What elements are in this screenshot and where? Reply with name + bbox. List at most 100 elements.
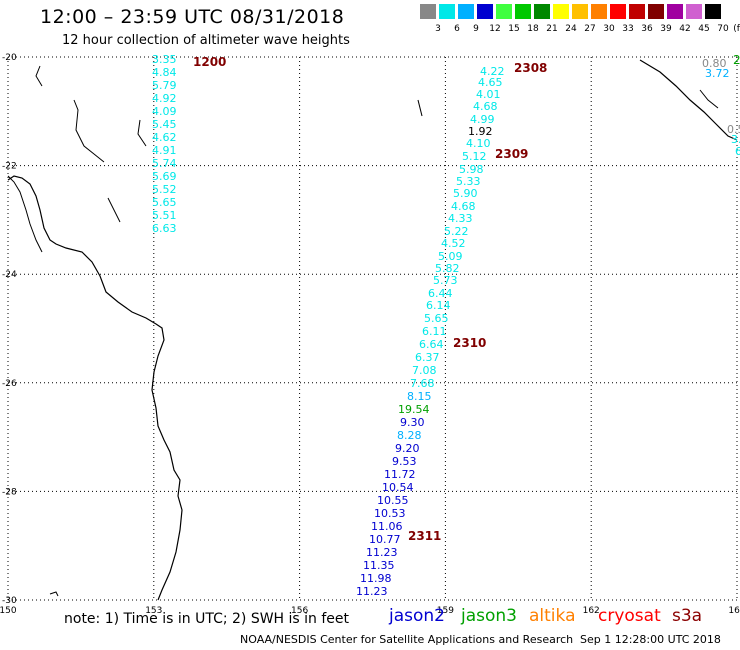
coastline	[137, 119, 147, 147]
lat-tick-label: -20	[2, 53, 17, 63]
satellite-jason3: jason3	[461, 606, 517, 626]
satellite-cryosat: cryosat	[598, 606, 661, 626]
island-outline	[417, 99, 423, 117]
legend-label: 6	[454, 24, 460, 34]
legend-swatch	[705, 4, 721, 19]
timestamp-text: Sep 1 12:28:00 UTC 2018	[580, 633, 721, 646]
wave-height-label: 5.74	[152, 157, 177, 170]
legend-label: 70	[717, 24, 729, 34]
wave-height-label: 0.5	[727, 123, 740, 136]
legend-label: 18	[527, 24, 539, 34]
wave-height-label: 4.92	[152, 92, 177, 105]
wave-height-label: 5.12	[462, 150, 487, 163]
wave-height-label: 5.65	[152, 196, 177, 209]
lat-tick-label: -22	[2, 162, 17, 172]
wave-height-label: 11.72	[384, 468, 416, 481]
wave-height-label: 3.72	[705, 67, 730, 80]
wave-height-label: 6	[735, 145, 740, 158]
lon-tick-label: 159	[437, 606, 454, 616]
wave-height-label: 3.	[731, 133, 740, 146]
legend-label: 3	[435, 24, 441, 34]
coastline	[699, 89, 719, 109]
wave-height-label: 5.90	[453, 187, 478, 200]
legend-label: 39	[660, 24, 672, 34]
wave-height-label: 4.33	[448, 212, 473, 225]
wave-height-label: 4.52	[441, 237, 466, 250]
wave-height-label: 9.30	[400, 416, 425, 429]
legend-label: 30	[603, 24, 615, 34]
satellite-altika: altika	[529, 606, 576, 626]
wave-height-label: 10.54	[382, 481, 414, 494]
wave-height-label: 4.10	[466, 137, 491, 150]
legend-unit: (ft)	[733, 24, 740, 34]
legend-swatch	[534, 4, 550, 19]
wave-height-label: 4.84	[152, 66, 177, 79]
wave-height-label: 10.53	[374, 507, 406, 520]
island-outline	[49, 591, 59, 597]
pass-time-label: 2311	[408, 529, 441, 543]
wave-height-label: 3.35	[152, 53, 177, 66]
legend-swatch	[496, 4, 512, 19]
legend-swatch	[648, 4, 664, 19]
wave-height-label: 9.53	[392, 455, 417, 468]
legend-swatch	[515, 4, 531, 19]
wave-height-label: 11.23	[356, 585, 388, 598]
pass-time-label: 1200	[193, 55, 226, 69]
wave-height-label: 4.09	[152, 105, 177, 118]
wave-height-label: 11.23	[366, 546, 398, 559]
wave-height-label: 5.73	[433, 274, 458, 287]
wave-height-label: 6.63	[152, 222, 177, 235]
lat-tick-label: -30	[2, 596, 17, 606]
map-title: 12:00 – 23:59 UTC 08/31/2018	[40, 6, 345, 28]
wave-height-label: 7.68	[410, 377, 435, 390]
wave-height-label: 4.68	[473, 100, 498, 113]
legend-swatch	[553, 4, 569, 19]
coastline	[7, 175, 43, 253]
coastline	[73, 99, 105, 163]
legend-label: 24	[565, 24, 577, 34]
coastline	[35, 65, 43, 87]
wave-height-label: 11.06	[371, 520, 403, 533]
satellite-s3a: s3a	[672, 606, 703, 626]
lon-tick-label: 165	[728, 606, 740, 616]
wave-height-label: 4.91	[152, 144, 177, 157]
legend-label: 45	[698, 24, 710, 34]
lat-tick-label: -28	[2, 487, 17, 497]
wave-height-label: 5.22	[444, 225, 469, 238]
pass-time-label: 2310	[453, 336, 486, 350]
wave-height-label: 19.54	[398, 403, 430, 416]
legend-swatch	[458, 4, 474, 19]
legend-label: 21	[546, 24, 558, 34]
lon-tick-label: 162	[583, 606, 600, 616]
wave-height-label: 8.28	[397, 429, 422, 442]
wave-height-label: 6.11	[422, 325, 447, 338]
legend-swatch	[591, 4, 607, 19]
legend-label: 33	[622, 24, 634, 34]
lon-tick-label: 150	[0, 606, 17, 616]
legend-label: 9	[473, 24, 479, 34]
wave-height-label: 4.01	[476, 88, 501, 101]
map-subtitle: 12 hour collection of altimeter wave hei…	[62, 33, 350, 48]
legend-swatch	[477, 4, 493, 19]
lat-tick-label: -26	[2, 379, 17, 389]
wave-height-label: 11.98	[360, 572, 392, 585]
wave-height-label: 7.08	[412, 364, 437, 377]
wave-height-label: 5.52	[152, 183, 177, 196]
wave-height-label: 6.64	[419, 338, 444, 351]
wave-height-label: 6.44	[428, 287, 453, 300]
wave-height-label: 4.99	[470, 113, 495, 126]
legend-label: 15	[508, 24, 520, 34]
wave-height-label: 4.62	[152, 131, 177, 144]
pass-time-label: 2309	[495, 147, 528, 161]
wave-height-label: 6.37	[415, 351, 440, 364]
legend-label: 42	[679, 24, 691, 34]
lat-tick-label: -24	[2, 270, 17, 280]
legend-swatch	[610, 4, 626, 19]
legend-label: 36	[641, 24, 653, 34]
legend-swatch	[686, 4, 702, 19]
coastline	[7, 175, 183, 601]
lon-tick-label: 153	[145, 606, 162, 616]
wave-height-label: 5.33	[456, 175, 481, 188]
wave-height-label: 4.22	[480, 65, 505, 78]
